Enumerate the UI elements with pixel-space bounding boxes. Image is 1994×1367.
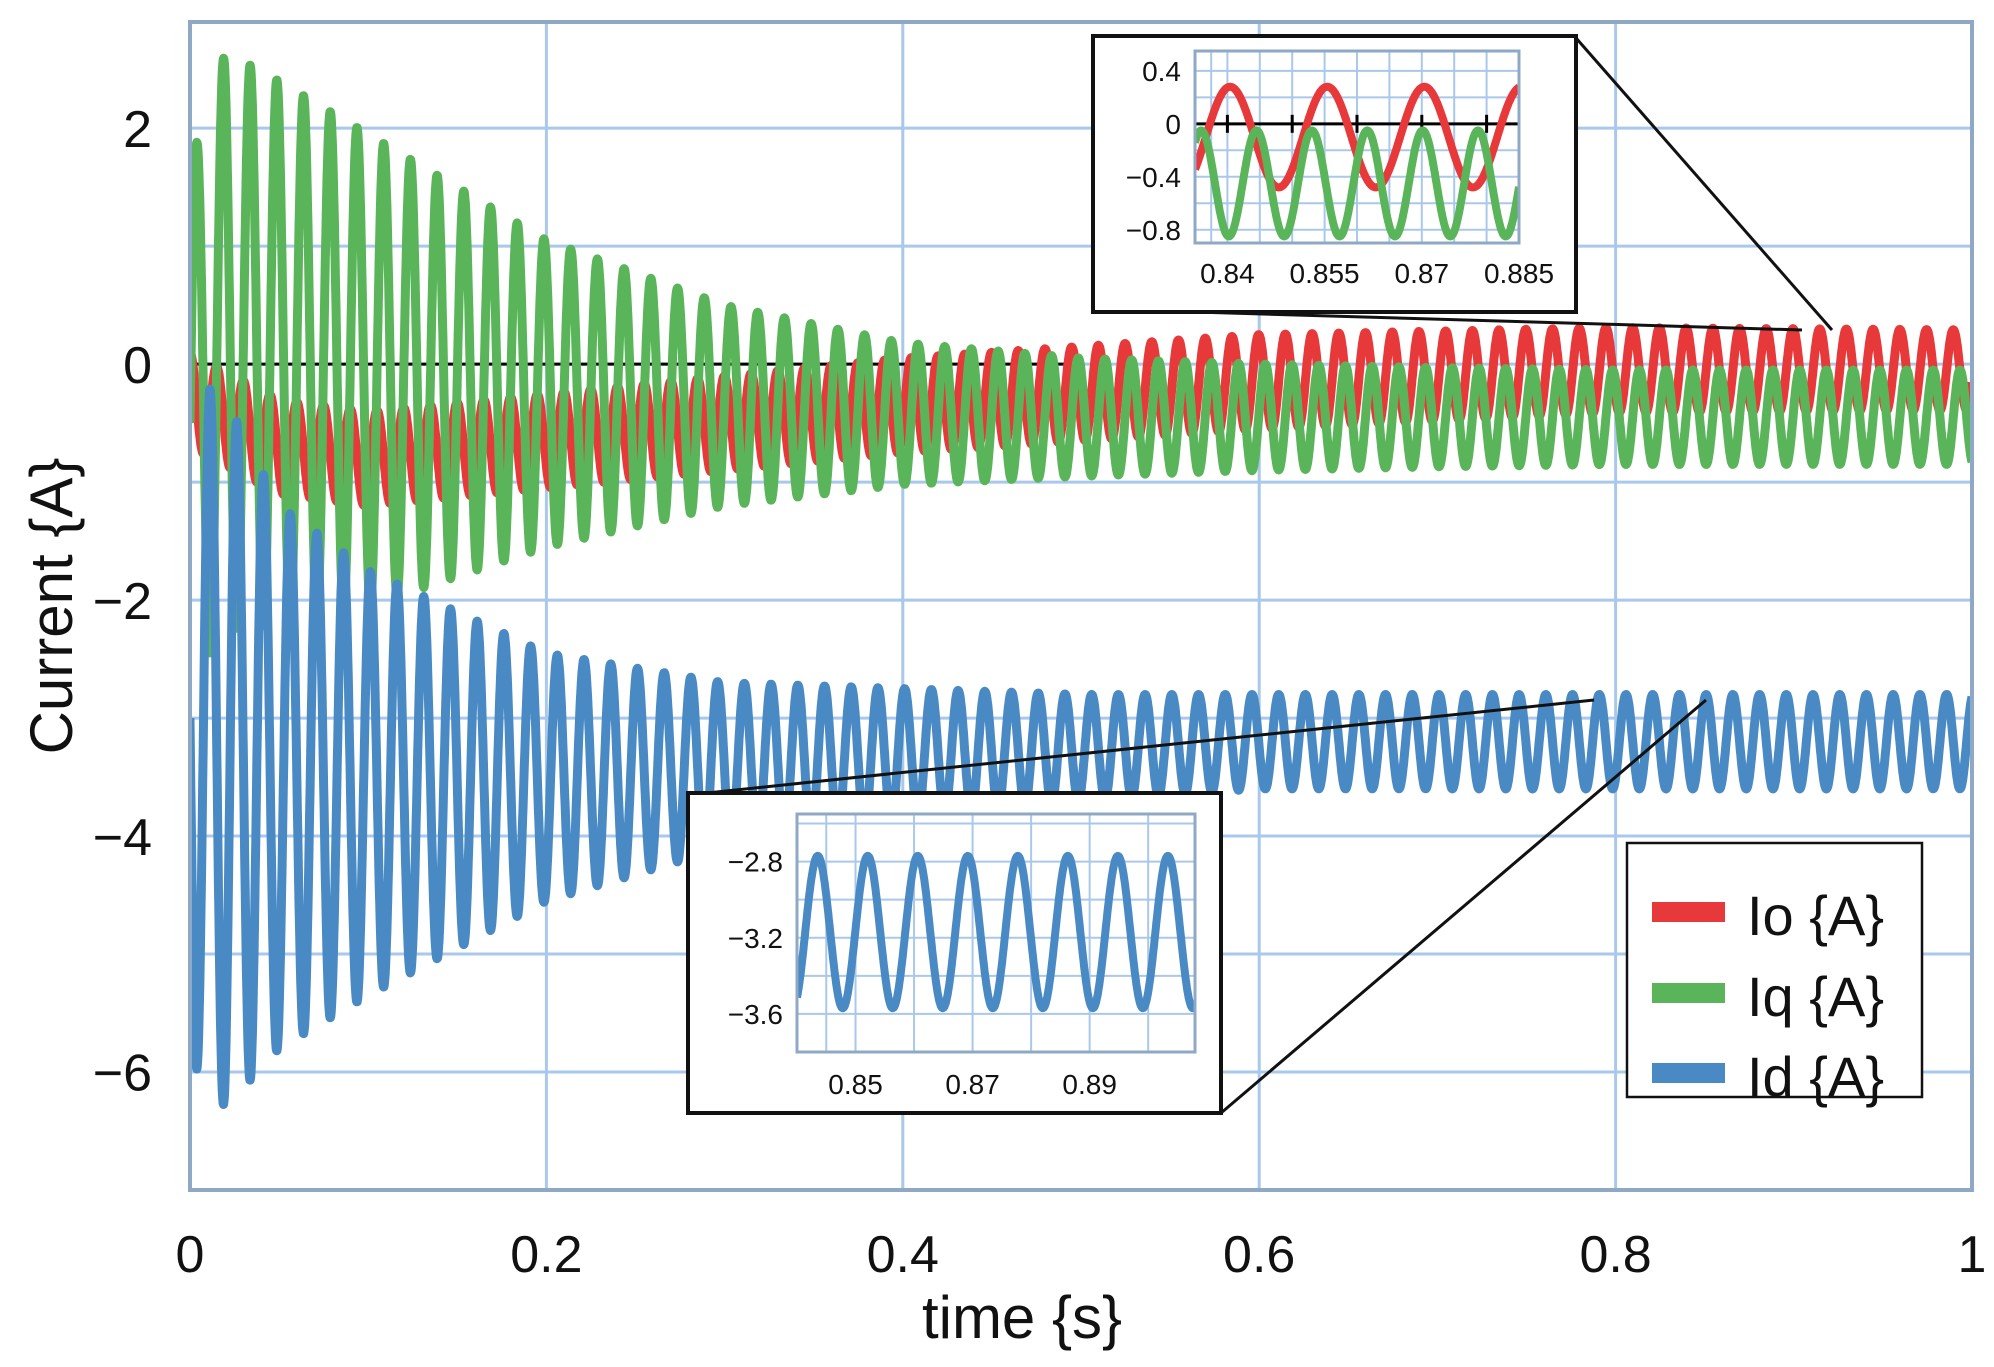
inset-bottom-x-ticks: 0.85 0.87 0.89: [828, 1069, 1117, 1100]
connector-line: [687, 698, 1595, 797]
inset-top-y-tick-label: 0: [1165, 109, 1181, 140]
main-y-tick-label: −4: [93, 809, 152, 867]
y-axis-title: Current {A}: [18, 458, 85, 755]
connector-line: [1574, 37, 1834, 331]
inset-bottom-line-id: [797, 851, 1195, 1013]
legend-swatch-io: [1652, 902, 1725, 922]
inset-bottom-x-tick-label: 0.85: [828, 1069, 883, 1100]
inset-top-line-iq: [1195, 126, 1519, 241]
inset-bottom-x-tick-label: 0.89: [1062, 1069, 1117, 1100]
inset-top-series: [1195, 82, 1519, 241]
inset-top-y-tick-label: −0.8: [1126, 215, 1181, 246]
inset-bottom: 0.85 0.87 0.89 −2.8 −3.2 −3.6: [686, 791, 1223, 1115]
inset-bottom-x-tick-label: 0.87: [945, 1069, 1000, 1100]
x-tick-labels: 0 0.2 0.4 0.6 0.8 1: [176, 1226, 1987, 1284]
main-series: [190, 53, 1972, 1109]
inset-top-x-tick-label: 0.855: [1290, 258, 1360, 289]
inset-top-frame: [1193, 49, 1521, 245]
y-tick-labels: 2 0 −2 −4 −6: [93, 101, 152, 1103]
series-line-id: [190, 384, 1972, 1109]
legend-swatch-iq: [1652, 983, 1725, 1003]
inset-bottom-y-tick-label: −2.8: [728, 847, 783, 878]
inset-bottom-y-tick-label: −3.2: [728, 923, 783, 954]
main-x-tick-label: 0.4: [867, 1226, 939, 1284]
zoom-connector-lines: [687, 37, 1834, 1115]
inset-top-y-tick-label: 0.4: [1142, 56, 1181, 87]
inset-top: 0.84 0.855 0.87 0.885 0.4 0 −0.4 −0.8: [1091, 34, 1578, 314]
legend-label-io: Io {A}: [1747, 884, 1884, 947]
main-y-tick-label: −6: [93, 1045, 152, 1103]
main-x-tick-label: 0.8: [1579, 1226, 1651, 1284]
inset-bottom-y-ticks: −2.8 −3.2 −3.6: [728, 847, 783, 1030]
legend-box: [1625, 841, 1924, 1099]
plot-frame: [188, 20, 1974, 1192]
inset-bottom-y-tick-label: −3.6: [728, 999, 783, 1030]
main-x-tick-label: 0: [176, 1226, 205, 1284]
inset-top-x-tick-label: 0.84: [1200, 258, 1255, 289]
inset-top-x-tick-label: 0.87: [1395, 258, 1450, 289]
connector-line: [1194, 310, 1803, 332]
connector-line: [1220, 698, 1707, 1115]
legend-label-id: Id {A}: [1747, 1045, 1884, 1108]
inset-top-x-ticks: 0.84 0.855 0.87 0.885: [1200, 258, 1554, 289]
main-y-tick-label: 2: [123, 101, 152, 159]
legend-label-iq: Iq {A}: [1747, 965, 1884, 1028]
inset-bottom-frame: [795, 812, 1197, 1054]
series-line-iq: [190, 53, 1972, 658]
legend-swatch-id: [1652, 1063, 1725, 1083]
main-x-tick-label: 0.6: [1223, 1226, 1295, 1284]
legend: Io {A} Iq {A} Id {A}: [1625, 841, 1924, 1108]
inset-top-y-ticks: 0.4 0 −0.4 −0.8: [1126, 56, 1181, 246]
main-y-tick-label: −2: [93, 573, 152, 631]
inset-top-x-tick-label: 0.885: [1484, 258, 1554, 289]
inset-bottom-series: [797, 851, 1195, 1013]
main-y-tick-label: 0: [123, 337, 152, 395]
inset-top-y-tick-label: −0.4: [1126, 162, 1181, 193]
main-x-tick-label: 0.2: [510, 1226, 582, 1284]
x-axis-title: time {s}: [922, 1284, 1122, 1351]
main-x-tick-label: 1: [1958, 1226, 1987, 1284]
